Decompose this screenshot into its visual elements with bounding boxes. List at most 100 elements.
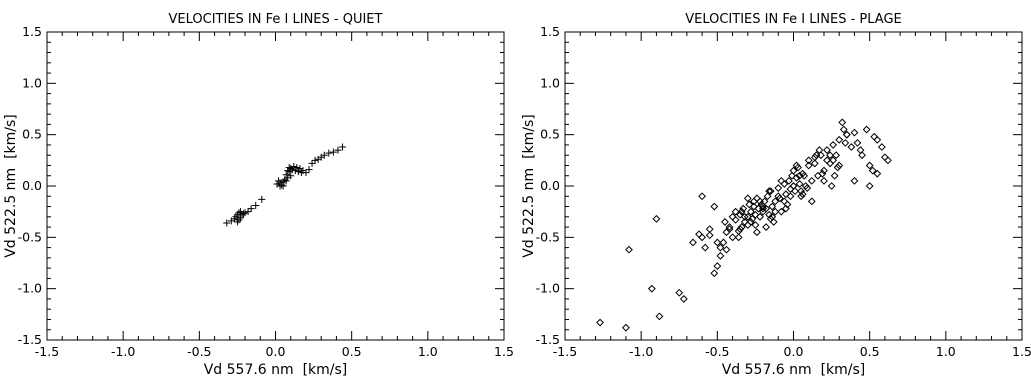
data-point bbox=[689, 238, 697, 247]
x-tick-label: 1.5 bbox=[494, 344, 514, 359]
data-point bbox=[835, 135, 844, 144]
data-point bbox=[736, 225, 745, 234]
data-point bbox=[731, 207, 740, 216]
y-tick-label: 1.0 bbox=[22, 75, 42, 90]
data-point bbox=[305, 166, 313, 174]
x-tick-label: -1.5 bbox=[35, 344, 59, 359]
data-point bbox=[247, 205, 255, 213]
data-point bbox=[751, 210, 760, 219]
data-point bbox=[839, 125, 848, 134]
data-point bbox=[765, 187, 774, 196]
data-point bbox=[795, 180, 804, 188]
x-tick-label: 1.0 bbox=[936, 344, 956, 359]
data-point bbox=[625, 245, 633, 254]
data-point bbox=[339, 143, 347, 151]
plot-frame bbox=[564, 31, 1023, 341]
data-point bbox=[223, 219, 231, 227]
x-tick-label: -0.5 bbox=[705, 344, 729, 359]
data-point bbox=[766, 187, 775, 196]
data-point bbox=[734, 233, 743, 242]
x-tick-label: 0.0 bbox=[784, 344, 804, 359]
data-point bbox=[302, 169, 310, 177]
data-point bbox=[241, 209, 249, 217]
data-point bbox=[829, 141, 838, 149]
y-tick-label: 1.5 bbox=[540, 24, 560, 39]
data-point bbox=[716, 243, 725, 252]
data-point bbox=[766, 214, 775, 223]
x-tick-label: -1.0 bbox=[111, 344, 135, 359]
data-point bbox=[282, 177, 290, 185]
data-point bbox=[329, 148, 337, 156]
data-point bbox=[884, 156, 892, 165]
x-axis-label: Vd 557.6 nm [km/s] bbox=[204, 362, 348, 378]
data-point bbox=[812, 151, 821, 160]
data-point bbox=[698, 192, 707, 201]
data-point bbox=[725, 223, 734, 231]
data-point bbox=[308, 159, 316, 167]
data-point bbox=[753, 228, 761, 237]
data-point bbox=[745, 200, 754, 209]
data-point bbox=[759, 202, 767, 211]
y-tick-label: -1.0 bbox=[536, 281, 560, 296]
data-point bbox=[797, 192, 806, 201]
y-axis-label: Vd 522.5 nm [km/s] bbox=[3, 114, 19, 258]
data-point bbox=[756, 197, 764, 206]
data-point bbox=[288, 166, 296, 174]
data-point bbox=[791, 187, 799, 196]
data-point bbox=[710, 202, 719, 211]
y-tick-label: -1.0 bbox=[18, 281, 42, 296]
data-point bbox=[792, 173, 801, 182]
data-point bbox=[781, 190, 790, 199]
plot-frame bbox=[46, 31, 505, 341]
data-point bbox=[722, 245, 731, 254]
y-tick-label: 0.5 bbox=[540, 127, 560, 142]
data-point bbox=[652, 214, 661, 223]
data-point bbox=[679, 295, 688, 303]
data-point bbox=[282, 171, 290, 179]
data-point bbox=[291, 167, 299, 175]
data-point bbox=[810, 159, 819, 168]
x-tick-label: 1.0 bbox=[418, 344, 438, 359]
axis-ticks bbox=[46, 31, 505, 341]
data-point bbox=[756, 212, 764, 221]
data-point bbox=[293, 164, 301, 172]
data-point bbox=[788, 171, 796, 180]
data-point bbox=[739, 204, 748, 213]
data-point bbox=[743, 212, 752, 221]
data-point bbox=[311, 156, 319, 164]
data-point bbox=[334, 146, 342, 154]
data-point bbox=[743, 221, 752, 229]
data-point bbox=[771, 197, 780, 206]
data-point bbox=[768, 202, 777, 211]
data-point bbox=[751, 221, 760, 229]
data-point bbox=[596, 318, 604, 327]
x-tick-label: 1.5 bbox=[1012, 344, 1031, 359]
data-point bbox=[320, 151, 328, 159]
data-point bbox=[290, 162, 298, 170]
data-point bbox=[823, 156, 831, 165]
data-point bbox=[820, 166, 828, 175]
data-point bbox=[781, 204, 790, 213]
data-point bbox=[862, 125, 871, 134]
data-point bbox=[777, 176, 786, 185]
data-point bbox=[775, 194, 784, 203]
data-point bbox=[868, 166, 877, 175]
data-point bbox=[765, 210, 774, 219]
data-point bbox=[877, 143, 886, 151]
data-point bbox=[830, 171, 839, 180]
data-point bbox=[807, 176, 816, 185]
data-point bbox=[804, 156, 813, 165]
data-point bbox=[763, 192, 772, 201]
data-point bbox=[853, 138, 862, 147]
data-point bbox=[705, 231, 714, 240]
data-point bbox=[762, 204, 770, 213]
data-point bbox=[841, 138, 850, 147]
data-point bbox=[705, 225, 714, 234]
data-point bbox=[737, 207, 746, 216]
data-point bbox=[786, 192, 795, 201]
data-point bbox=[762, 223, 770, 231]
chart-title: VELOCITIES IN Fe I LINES - PLAGE bbox=[685, 12, 902, 27]
data-point bbox=[748, 214, 757, 223]
y-tick-labels: -1.5 -1.0 -0.5 0.0 0.5 1.0 1.5 bbox=[536, 24, 560, 347]
data-point bbox=[838, 118, 847, 127]
